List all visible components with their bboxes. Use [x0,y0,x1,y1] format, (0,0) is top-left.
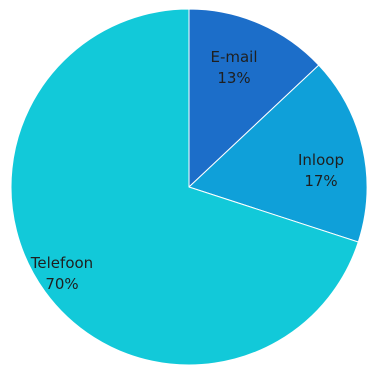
slice-percent-label: 17% [304,172,337,190]
slice-label-inloop: Inloop 17% [298,151,344,190]
slice-label-e-mail: E-mail 13% [210,48,257,87]
pie-slice-e-mail [188,8,320,189]
slice-label-telefoon: Telefoon 70% [30,254,93,293]
pie-slice-telefoon [10,8,359,366]
slice-percent-label: 13% [217,69,250,87]
slice-category-label: Inloop [298,151,344,169]
slice-percent-label: 70% [45,275,78,293]
pie-slice-inloop [188,64,368,243]
slice-category-label: Telefoon [30,254,93,272]
slice-category-label: E-mail [210,48,257,66]
pie-slices [10,8,368,366]
pie-labels: E-mail 13% Inloop 17% Telefoon 70% [30,48,344,293]
